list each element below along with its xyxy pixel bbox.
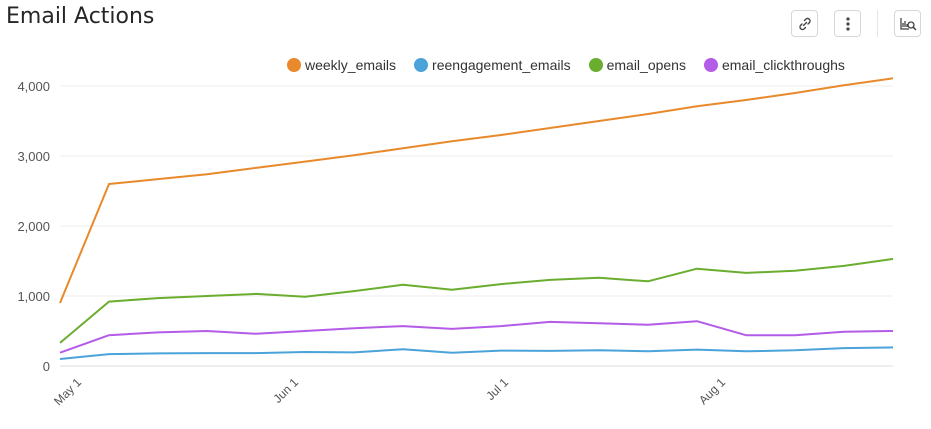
legend-label: email_clickthroughs <box>721 57 845 73</box>
series-line-email-clickthroughs <box>59 320 894 354</box>
x-tick-label: Jun 1 <box>270 375 301 406</box>
series-line-weekly-emails <box>59 77 894 304</box>
legend-item-email-clickthroughs[interactable]: email_clickthroughs <box>703 57 845 73</box>
y-tick-label: 4,000 <box>17 79 50 94</box>
legend-swatch <box>588 58 603 72</box>
x-tick-label: May 1 <box>51 375 84 408</box>
toolbar-divider <box>877 10 878 37</box>
legend-label: email_opens <box>606 57 686 73</box>
chart-legend: weekly_emails reengagement_emails email_op… <box>287 57 863 73</box>
legend-item-weekly-emails[interactable]: weekly_emails <box>287 57 396 73</box>
link-button[interactable] <box>791 10 818 37</box>
explore-button[interactable] <box>894 10 921 37</box>
legend-swatch <box>414 58 429 72</box>
legend-label: reengagement_emails <box>432 57 571 73</box>
y-tick-label: 1,000 <box>17 289 50 304</box>
x-tick-label: Aug 1 <box>696 375 728 407</box>
y-tick-label: 3,000 <box>17 149 50 164</box>
explore-icon <box>899 17 916 30</box>
legend-label: weekly_emails <box>305 57 397 73</box>
y-tick-label: 2,000 <box>17 219 50 234</box>
legend-swatch <box>703 58 718 72</box>
link-icon <box>798 17 811 30</box>
legend-swatch <box>287 58 301 72</box>
series-line-reengagement-emails <box>59 346 894 360</box>
x-tick-label: Jul 1 <box>483 375 511 403</box>
more-options-button[interactable] <box>834 10 861 37</box>
legend-item-reengagement-emails[interactable]: reengagement_emails <box>414 57 571 73</box>
series-line-email-opens <box>59 257 894 344</box>
legend-item-email-opens[interactable]: email_opens <box>588 57 686 73</box>
chart-toolbar <box>775 10 921 37</box>
chart-title: Email Actions <box>6 4 155 29</box>
y-tick-label: 0 <box>43 359 50 374</box>
more-vertical-icon <box>845 16 850 31</box>
